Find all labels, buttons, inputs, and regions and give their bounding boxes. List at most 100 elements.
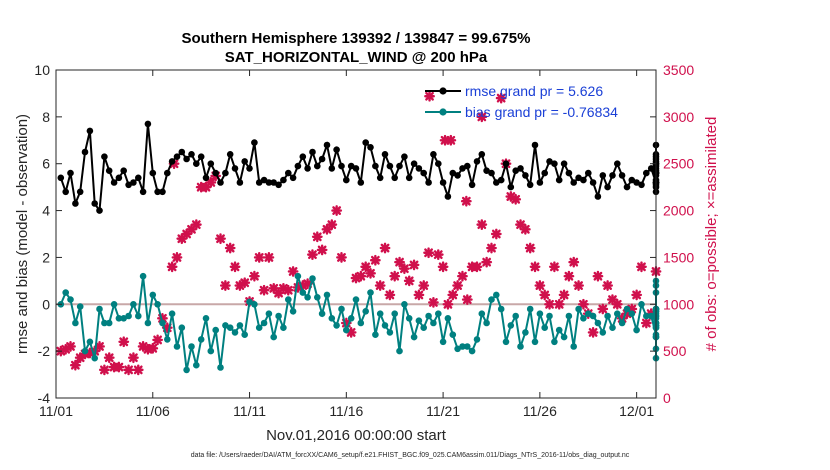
bias-point — [391, 310, 399, 318]
axes: 11/01 11/06 11/11 11/16 11/21 11/26 12/01 -4 -2 0… — [34, 62, 694, 419]
obs-point — [471, 261, 483, 273]
rmse-point — [173, 153, 181, 160]
obs-point — [224, 242, 236, 254]
obs-point — [539, 289, 551, 301]
bias-point — [149, 291, 157, 299]
rmse-point — [294, 162, 302, 170]
obs-point — [457, 270, 468, 282]
bias-point — [507, 322, 515, 329]
obs-point — [65, 341, 76, 352]
obs-point — [424, 90, 435, 102]
rmse-point — [367, 144, 374, 151]
rmse-point — [193, 160, 200, 167]
obs-point — [263, 252, 275, 263]
obs-point — [103, 352, 115, 364]
rmse-point — [405, 174, 413, 182]
bias-point — [135, 312, 142, 320]
rmse-point — [183, 155, 190, 163]
obs-point — [558, 289, 570, 301]
bias-point — [401, 301, 408, 308]
bias-point — [614, 310, 621, 318]
rmse-point — [251, 139, 258, 146]
bias-point — [488, 296, 495, 303]
rmse-point — [541, 169, 548, 177]
rmse-point — [135, 174, 142, 182]
rmse-point — [381, 151, 389, 158]
obs-point — [418, 280, 430, 291]
rmse-point — [222, 169, 229, 177]
bias-point — [81, 347, 89, 355]
rmse-point — [309, 148, 316, 156]
bias-point — [280, 324, 287, 332]
bias-point — [318, 310, 326, 318]
y-tick-label: 10 — [34, 62, 50, 78]
bias-point — [502, 338, 510, 346]
bias-point — [493, 291, 500, 299]
bias-point — [454, 345, 461, 353]
bias-point — [168, 310, 176, 318]
bias-point — [188, 343, 195, 350]
rmse-point — [120, 167, 127, 174]
bias-point — [352, 296, 360, 303]
legend-rmse-marker — [439, 87, 447, 95]
rmse-point — [178, 148, 186, 156]
x-tick-label: 11/16 — [329, 403, 363, 419]
bias-point — [512, 312, 519, 320]
legend-bias-marker — [439, 108, 447, 116]
obs-point — [69, 359, 81, 371]
bias-point — [101, 319, 108, 327]
bias-point — [309, 275, 316, 282]
bias-point — [604, 312, 611, 320]
rmse-point — [144, 120, 152, 128]
rmse-point — [352, 165, 360, 172]
bias-point — [255, 324, 263, 332]
rmse-point — [280, 176, 287, 184]
obs-point — [152, 334, 164, 346]
bias-point — [478, 310, 486, 318]
legend-rmse-label: rmse grand pr = 5.626 — [465, 83, 603, 99]
bias-point — [425, 312, 432, 320]
rmse-point — [439, 179, 447, 186]
obs-point — [147, 342, 159, 354]
obs-point — [553, 298, 565, 310]
rmse-point — [493, 179, 500, 186]
rmse-point — [314, 162, 321, 170]
bias-point — [159, 319, 166, 327]
rmse-point — [333, 146, 340, 153]
rmse-point — [154, 188, 161, 196]
bias-point — [212, 326, 219, 334]
obs-point — [248, 270, 260, 282]
rmse-point — [522, 172, 529, 179]
bias-point — [410, 333, 418, 341]
bias-point — [304, 294, 311, 301]
bias-point — [381, 322, 389, 329]
data-file-note: data file: /Users/raeder/DAI/ATM_forcXX/… — [191, 452, 630, 459]
bias-point — [299, 289, 307, 296]
rmse-point — [376, 174, 384, 182]
obs-point — [460, 195, 472, 207]
rmse-point — [188, 151, 195, 158]
obs-point — [398, 263, 410, 275]
obs-point — [631, 289, 643, 301]
obs-point — [408, 259, 420, 271]
rmse-point — [139, 188, 147, 196]
obs-point — [403, 275, 415, 287]
bias-point — [560, 333, 568, 341]
rmse-point — [217, 179, 224, 186]
bias-point — [231, 329, 239, 336]
rmse-point — [618, 172, 626, 179]
rmse-point — [507, 183, 515, 191]
obs-point — [597, 303, 609, 315]
rmse-point — [318, 155, 326, 163]
bias-point — [396, 347, 403, 355]
obs-point — [452, 280, 464, 291]
obs-point — [132, 364, 144, 376]
obs-point — [573, 280, 584, 291]
rmse-point — [488, 169, 495, 177]
bias-point — [67, 296, 74, 303]
bias-point — [91, 354, 98, 362]
rmse-point — [304, 165, 311, 172]
bias-point — [251, 301, 258, 308]
bias-point — [599, 329, 607, 336]
y2-tick-label: 3500 — [663, 62, 694, 78]
